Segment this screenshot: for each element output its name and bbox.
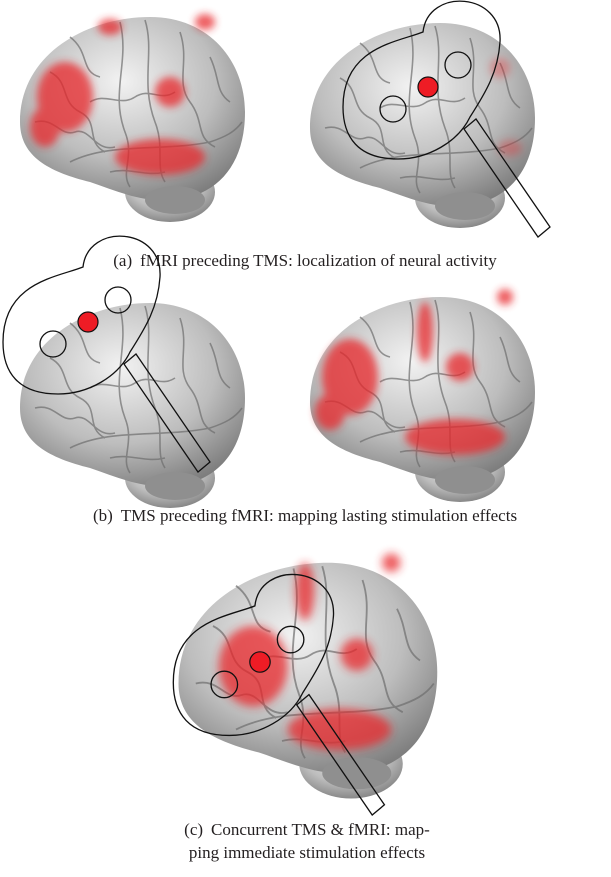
caption-label: (a): [113, 251, 132, 270]
figure: (a) fMRI preceding TMS: localization of n…: [0, 0, 611, 877]
caption-text: TMS preceding fMRI: mapping lasting stim…: [121, 506, 517, 525]
brain-image: [20, 303, 245, 508]
caption-label: (b): [93, 506, 113, 525]
caption: (c) Concurrent TMS & fMRI: map-: [184, 820, 430, 839]
brain-image: [310, 23, 535, 228]
caption-text: ping immediate stimulation effects: [189, 843, 425, 862]
caption-label: (c): [184, 820, 203, 839]
caption: (b) TMS preceding fMRI: mapping lasting s…: [93, 506, 517, 525]
brain-image: [179, 554, 438, 799]
caption-text: Concurrent TMS & fMRI: map-: [211, 820, 430, 839]
caption-text: fMRI preceding TMS: localization of neur…: [140, 251, 497, 270]
brain-image: [310, 289, 535, 502]
caption: (a) fMRI preceding TMS: localization of n…: [113, 251, 497, 270]
brain-image: [20, 14, 245, 222]
